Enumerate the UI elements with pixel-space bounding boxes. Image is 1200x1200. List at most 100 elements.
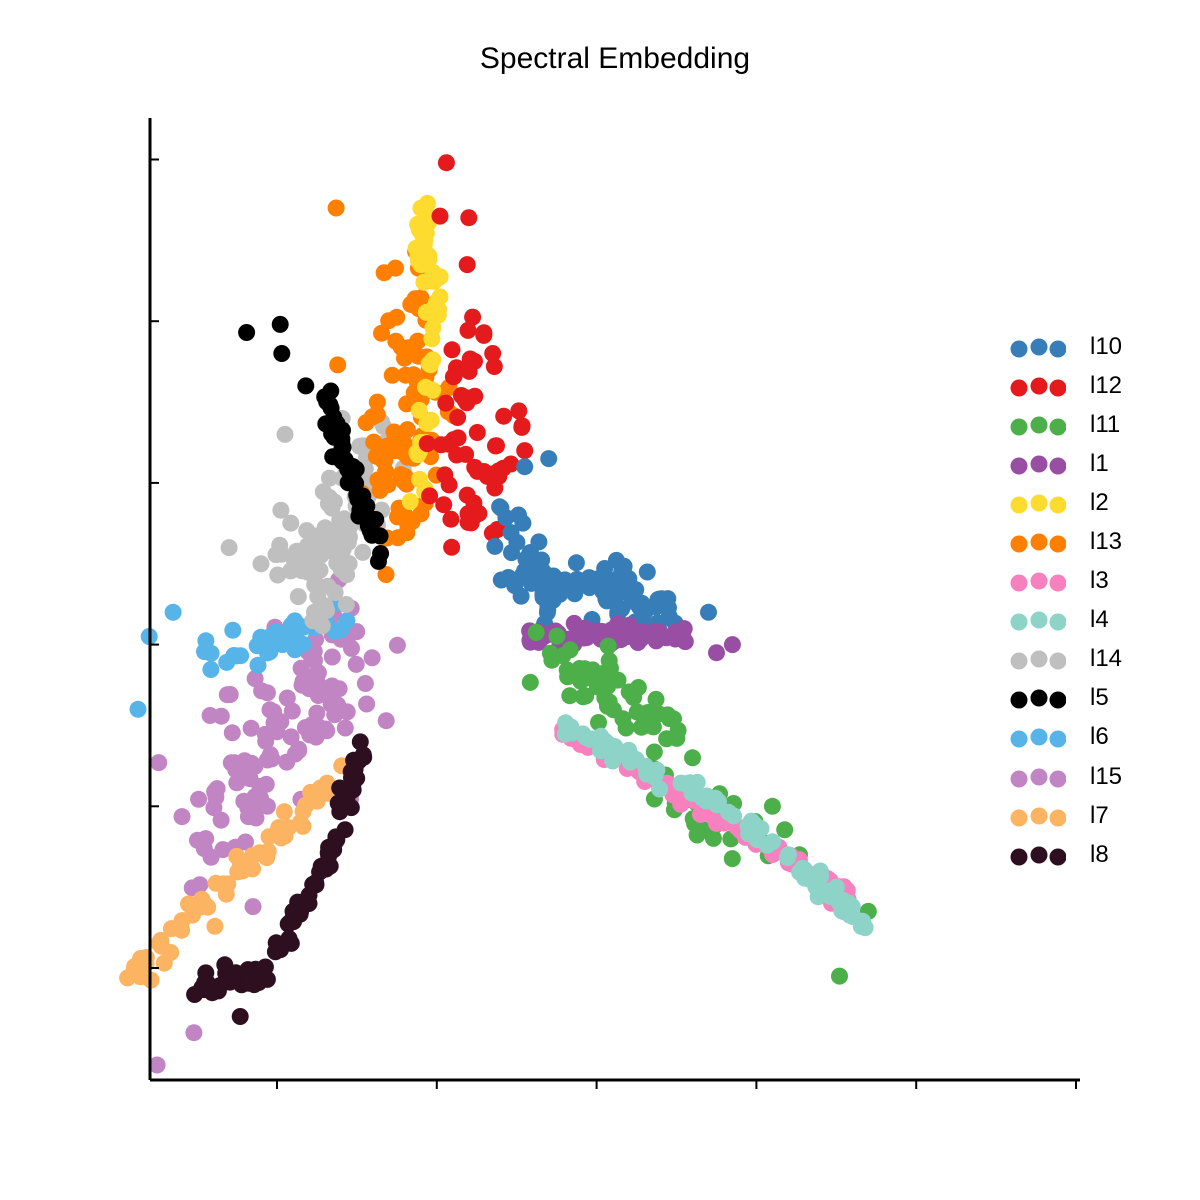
point-l2: [410, 401, 428, 419]
point-l5: [367, 511, 385, 528]
point-l10: [534, 586, 552, 604]
point-l10: [613, 600, 631, 618]
point-l12: [483, 467, 500, 485]
legend-label: l7: [1090, 801, 1109, 829]
point-l12: [483, 524, 501, 542]
point-l11: [543, 651, 561, 669]
point-l15: [212, 811, 230, 829]
point-l12: [457, 389, 475, 407]
point-l2: [424, 381, 442, 399]
point-l12: [437, 154, 455, 172]
point-l7: [228, 847, 246, 865]
point-l14: [298, 557, 316, 575]
point-l5: [370, 552, 387, 570]
point-l12: [495, 407, 513, 425]
point-l10: [580, 569, 598, 587]
point-l5: [347, 475, 365, 492]
point-l12: [458, 256, 476, 274]
legend-label: l5: [1090, 684, 1109, 712]
chart-title: Spectral Embedding: [479, 42, 751, 75]
point-l1: [575, 629, 593, 647]
point-l11: [650, 705, 668, 723]
legend-item-l2: l2: [1010, 483, 1122, 522]
point-l4: [601, 742, 619, 760]
point-l6: [330, 621, 347, 639]
point-l10: [516, 562, 534, 580]
point-l10: [700, 603, 717, 621]
point-l10: [491, 498, 509, 516]
legend-marker: [1010, 371, 1066, 401]
point-l15: [258, 751, 276, 769]
point-l4: [707, 789, 724, 807]
point-l1: [565, 614, 583, 632]
legend-item-l15: l15: [1010, 757, 1122, 796]
legend-label: l13: [1090, 528, 1123, 556]
point-l15: [223, 724, 241, 742]
point-l15: [290, 742, 308, 760]
point-l11: [658, 730, 676, 748]
point-l6: [164, 603, 182, 621]
point-l7: [207, 874, 225, 892]
point-l11: [559, 668, 577, 686]
point-l2: [401, 493, 419, 510]
point-l11: [600, 693, 618, 711]
point-l7: [195, 894, 213, 912]
point-l4: [563, 724, 581, 742]
point-l7: [244, 860, 262, 878]
points-layer: [119, 154, 877, 1074]
point-l10: [638, 563, 656, 581]
legend-marker: [1010, 605, 1066, 635]
point-l11: [688, 826, 706, 844]
point-l15: [257, 775, 275, 793]
point-l14: [323, 499, 341, 517]
point-l7: [259, 842, 277, 860]
point-l10: [510, 506, 527, 524]
point-l6: [264, 630, 282, 648]
point-l12: [436, 466, 454, 484]
point-l14: [269, 566, 287, 584]
point-l15: [237, 833, 254, 851]
point-l15: [356, 675, 374, 692]
point-l14: [321, 469, 338, 487]
point-l8: [321, 857, 339, 875]
legend-marker: [1010, 683, 1066, 713]
legend-marker: [1010, 332, 1066, 362]
point-l15: [173, 808, 191, 826]
point-l14: [271, 536, 289, 554]
point-l15: [148, 1056, 166, 1074]
point-l15: [278, 689, 296, 707]
point-l15: [283, 702, 301, 720]
point-l6: [259, 644, 276, 662]
point-l11: [590, 714, 607, 731]
point-l7: [162, 920, 180, 938]
legend-item-l1: l1: [1010, 444, 1122, 483]
point-l14: [333, 523, 351, 541]
point-l6: [202, 661, 220, 678]
point-l5: [238, 324, 256, 341]
point-l12: [468, 424, 486, 441]
point-l15: [268, 723, 286, 741]
point-l4: [811, 862, 829, 880]
point-l1: [651, 624, 669, 642]
legend: l10 l12 l11 l1 l2 l13 l3 l4 l14 l5 l6 l15 l7 l8: [1010, 327, 1122, 874]
point-l13: [329, 356, 347, 374]
point-l4: [679, 775, 697, 793]
point-l12: [513, 418, 531, 436]
point-l6: [232, 647, 250, 665]
legend-marker: [1010, 410, 1066, 440]
point-l15: [246, 806, 264, 824]
legend-label: l12: [1090, 371, 1123, 399]
point-l7: [294, 817, 312, 835]
point-l12: [459, 321, 477, 339]
legend-marker: [1010, 488, 1066, 518]
point-l11: [831, 967, 848, 985]
point-l8: [266, 943, 284, 961]
point-l15: [150, 754, 168, 772]
point-l2: [409, 215, 427, 233]
point-l15: [282, 728, 300, 746]
point-l12: [484, 345, 502, 362]
point-l7: [155, 954, 173, 972]
point-l12: [475, 324, 493, 342]
point-l14: [289, 588, 307, 606]
legend-label: l15: [1090, 762, 1123, 790]
